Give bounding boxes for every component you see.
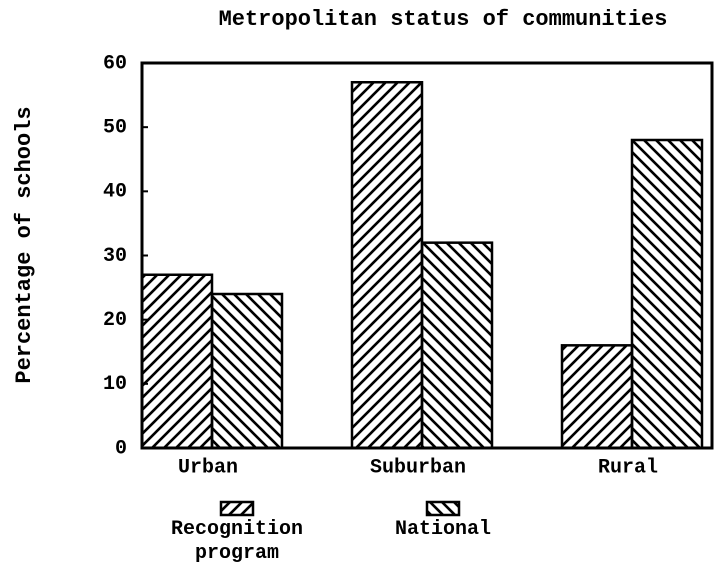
y-tick-label: 20 (103, 309, 127, 332)
y-tick-label: 30 (103, 245, 127, 268)
y-tick-label: 60 (103, 52, 127, 75)
legend-label: National (394, 518, 491, 541)
x-tick-label: Rural (598, 456, 658, 479)
legend-swatch (219, 500, 255, 517)
legend-label: Recognition program (170, 518, 304, 565)
y-axis-label: Percentage of schools (12, 106, 37, 383)
y-tick-label: 10 (103, 373, 127, 396)
x-tick-label: Suburban (370, 456, 466, 479)
x-tick-label: Urban (178, 456, 238, 479)
y-tick-label: 0 (115, 437, 127, 460)
bar (350, 81, 424, 450)
bar (560, 344, 634, 450)
bar (210, 292, 284, 450)
bar (140, 273, 214, 450)
bar (420, 241, 494, 450)
legend-swatch (425, 500, 461, 517)
chart-title: Metropolitan status of communities (219, 7, 668, 32)
bar (630, 138, 704, 450)
y-tick-label: 40 (103, 181, 127, 204)
y-tick-label: 50 (103, 116, 127, 139)
